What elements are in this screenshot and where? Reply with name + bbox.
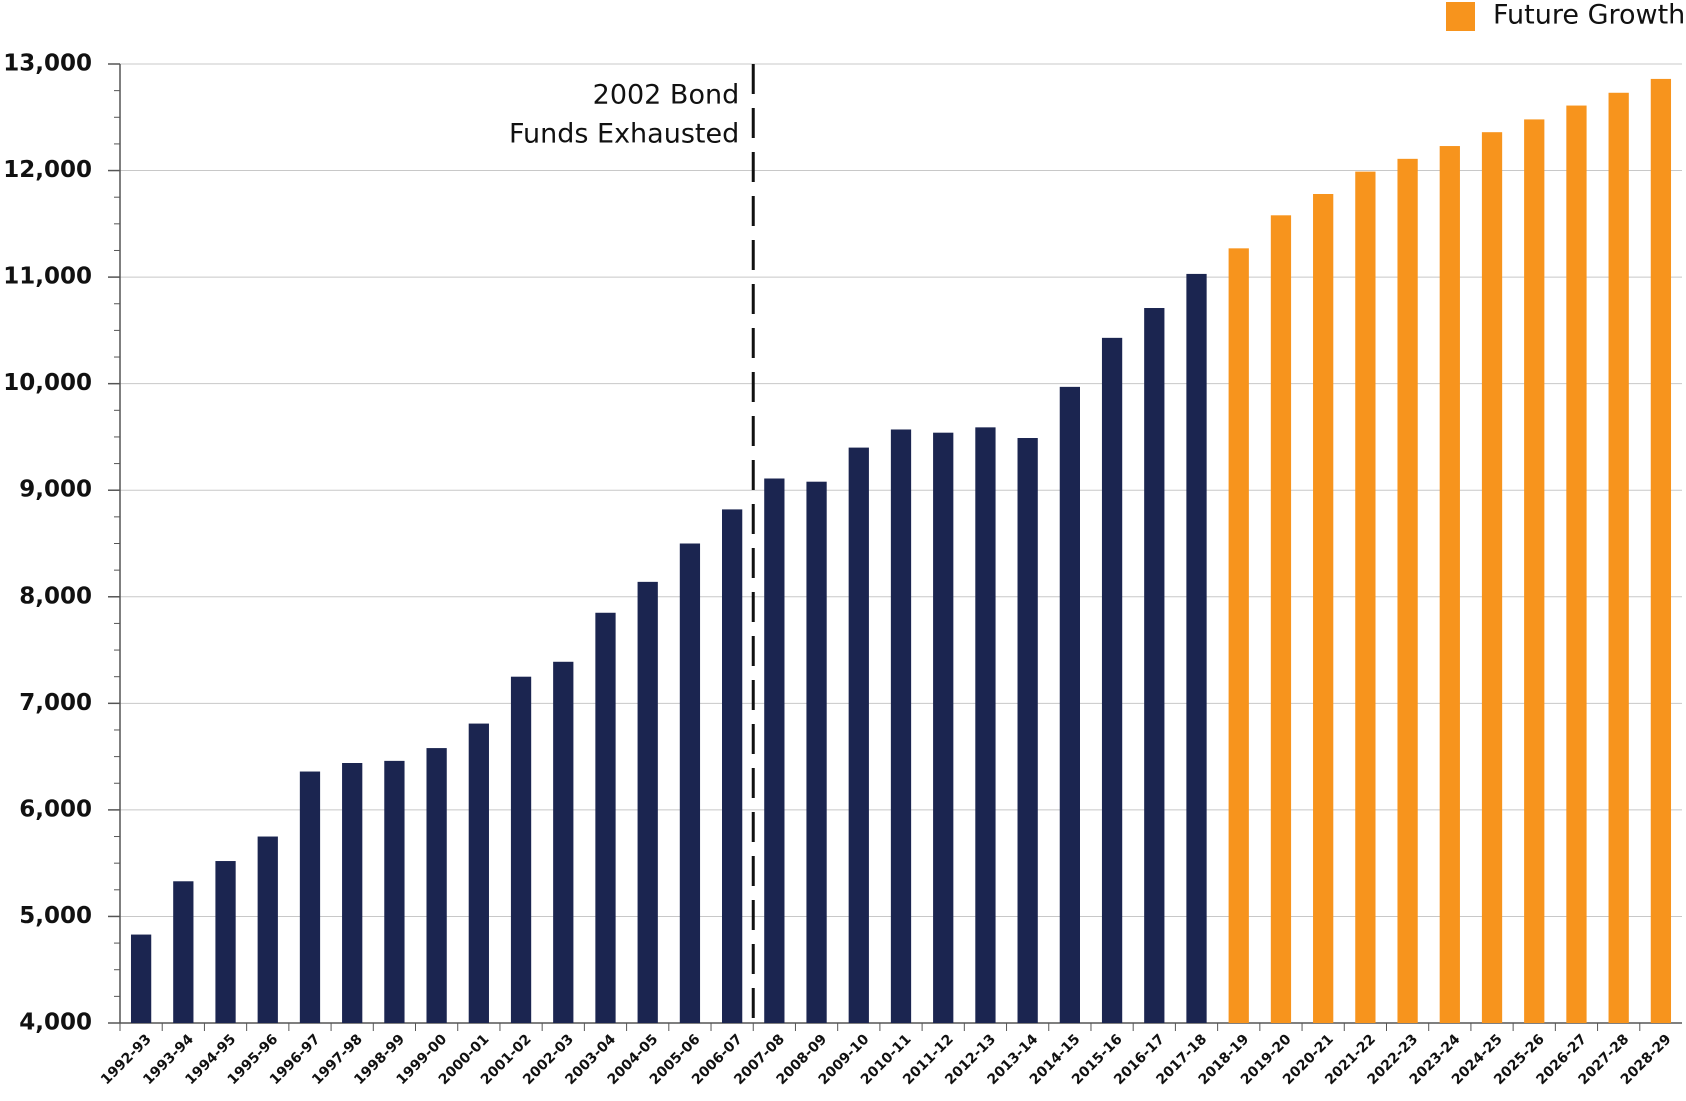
bar: [510, 676, 532, 1023]
bar: [1650, 78, 1672, 1023]
y-tick-label: 10,000: [3, 370, 92, 396]
bar: [722, 509, 743, 1023]
bar: [806, 481, 827, 1024]
bar: [890, 429, 912, 1023]
bar: [257, 836, 278, 1023]
bar: [1524, 119, 1545, 1024]
y-tick-label: 12,000: [3, 157, 92, 183]
bar: [130, 934, 152, 1023]
bar: [384, 760, 405, 1023]
bar: [1270, 215, 1292, 1023]
bar: [1439, 146, 1460, 1023]
bar: [933, 432, 954, 1023]
y-tick-label: 7,000: [19, 690, 92, 716]
bar: [637, 581, 658, 1023]
y-tick-label: 8,000: [19, 583, 92, 609]
y-tick-label: 9,000: [19, 477, 92, 503]
bar: [1144, 308, 1165, 1023]
bar: [1355, 171, 1376, 1024]
legend-swatch: [1446, 2, 1475, 31]
bar: [426, 748, 447, 1023]
bar: [1101, 337, 1123, 1023]
y-tick-label: 6,000: [19, 796, 92, 822]
bar: [1228, 248, 1249, 1023]
bar: [848, 447, 869, 1024]
bar: [1481, 132, 1503, 1023]
bar: [1186, 273, 1207, 1024]
bar: [679, 543, 701, 1023]
bar: [553, 661, 574, 1023]
y-tick-label: 11,000: [3, 264, 92, 290]
bar: [1313, 193, 1334, 1023]
bar: [1566, 105, 1587, 1024]
legend-label: Future Growth: [1493, 0, 1685, 31]
bar: [975, 427, 996, 1023]
annotation: Funds Exhausted: [509, 119, 739, 150]
y-tick-label: 5,000: [19, 903, 92, 929]
bar: [299, 771, 321, 1023]
bar: [1608, 92, 1629, 1023]
bar: [1059, 386, 1080, 1023]
y-tick-label: 13,000: [3, 51, 92, 77]
y-tick-label: 4,000: [19, 1010, 92, 1036]
bar: [468, 723, 489, 1023]
bar: [1397, 158, 1418, 1023]
annotation: 2002 Bond: [593, 80, 740, 111]
bar: [215, 861, 236, 1023]
bar: [1017, 438, 1038, 1023]
bar: [764, 478, 785, 1023]
bar: [595, 612, 616, 1023]
bar: [342, 763, 363, 1023]
bar: [173, 881, 194, 1023]
